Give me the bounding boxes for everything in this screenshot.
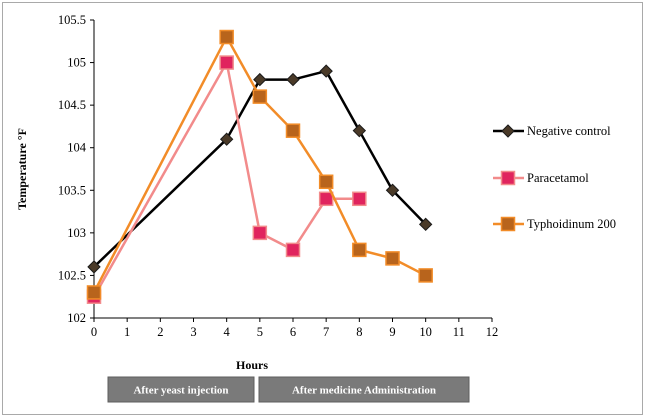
y-tick-label: 104	[67, 141, 87, 155]
data-point	[219, 29, 234, 45]
y-tick-label: 105.5	[58, 13, 86, 27]
data-point	[87, 260, 101, 274]
x-tick-label: 12	[486, 325, 499, 339]
legend-label: Typhoidinum 200	[527, 217, 616, 231]
phase-box-bg	[258, 376, 470, 403]
legend-marker	[500, 216, 516, 232]
legend: Negative control Paracetamol Typhoidinum 2…	[493, 124, 616, 232]
series-layer	[86, 29, 433, 304]
data-point	[219, 132, 234, 146]
legend-marker	[500, 170, 516, 186]
data-point	[352, 191, 367, 207]
x-tick-label: 1	[124, 325, 130, 339]
data-point	[418, 268, 433, 283]
data-point	[385, 183, 400, 197]
x-tick-label: 5	[257, 325, 263, 339]
data-point	[352, 123, 367, 138]
x-tick-label: 7	[323, 325, 329, 339]
y-tick-label: 103.5	[58, 183, 86, 197]
series-line	[93, 69, 427, 268]
x-tick-label: 0	[91, 325, 97, 339]
series-typhoidinum-200	[86, 29, 433, 300]
legend-label: Negative control	[527, 124, 611, 138]
data-point	[418, 217, 433, 232]
y-tick-label: 102	[67, 311, 86, 325]
phase-label: After yeast injection	[133, 385, 228, 397]
phase-label: After medicine Administration	[292, 385, 436, 397]
phase-box-bg	[107, 376, 255, 403]
data-point	[385, 251, 400, 266]
legend-item: Negative control	[493, 124, 611, 138]
series-paracetamol	[86, 55, 367, 304]
y-ticks: 102 102.5 103 103.5 104 104.5 105 105.5	[58, 13, 94, 325]
x-ticks: 0 1 2 3 4 5 6 7 8 9 10 11 12	[91, 318, 498, 339]
legend-label: Paracetamol	[527, 171, 589, 185]
x-tick-label: 9	[389, 325, 395, 339]
y-tick-label: 104.5	[58, 98, 86, 112]
phase-buttons: After yeast injection After medicine Admi…	[107, 376, 470, 403]
x-tick-label: 11	[453, 325, 465, 339]
legend-item: Paracetamol	[493, 170, 589, 186]
phase-box: After yeast injection	[107, 376, 255, 403]
legend-item: Typhoidinum 200	[493, 216, 616, 232]
x-tick-label: 2	[157, 325, 163, 339]
data-point	[352, 242, 367, 258]
y-tick-label: 103	[67, 226, 86, 240]
y-tick-label: 105	[67, 56, 86, 70]
x-tick-label: 10	[419, 325, 432, 339]
data-point	[253, 72, 267, 87]
x-tick-label: 3	[190, 325, 196, 339]
legend-marker	[501, 124, 515, 138]
series-negative-control	[87, 64, 433, 274]
data-point	[252, 225, 268, 241]
data-point	[286, 72, 300, 87]
x-tick-label: 8	[356, 325, 362, 339]
data-point	[252, 89, 268, 104]
x-tick-label: 4	[224, 325, 231, 339]
data-point	[318, 174, 334, 190]
phase-box: After medicine Administration	[258, 376, 470, 403]
x-tick-label: 6	[290, 325, 296, 339]
y-tick-label: 102.5	[58, 268, 86, 282]
y-axis-title: Temperature °F	[15, 128, 29, 210]
data-point	[318, 191, 334, 207]
data-point	[285, 123, 301, 138]
x-axis-title: Hours	[236, 358, 268, 372]
data-point	[319, 64, 333, 78]
data-point	[86, 285, 102, 300]
data-point	[219, 55, 234, 70]
data-point	[285, 242, 301, 258]
